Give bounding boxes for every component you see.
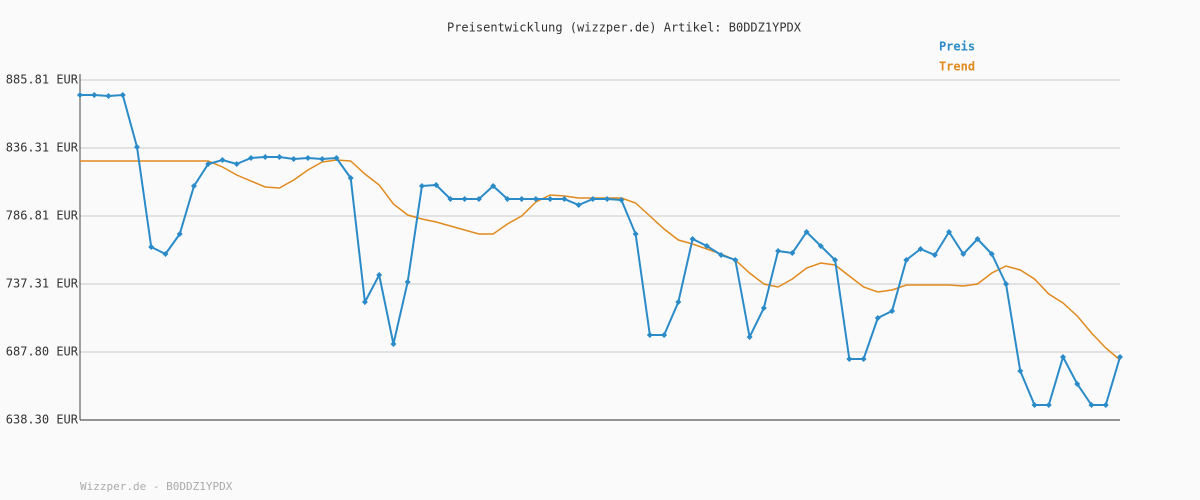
point-marker — [860, 355, 867, 362]
point-marker — [461, 196, 468, 203]
footer: Wizzper.de - B0DDZ1YPDX — [80, 480, 233, 493]
point-marker — [77, 92, 83, 99]
point-marker — [789, 250, 796, 257]
point-marker — [575, 202, 582, 209]
point-marker — [504, 196, 511, 203]
point-marker — [874, 315, 881, 322]
point-marker — [689, 236, 696, 243]
point-marker — [276, 153, 283, 160]
point-marker — [148, 243, 155, 250]
point-marker — [1017, 368, 1024, 375]
point-marker — [974, 236, 981, 243]
point-marker — [219, 157, 226, 164]
point-marker — [917, 246, 924, 253]
point-marker — [889, 307, 896, 314]
point-marker — [333, 154, 340, 161]
point-marker — [361, 299, 368, 306]
point-marker — [490, 182, 497, 189]
point-marker — [817, 242, 824, 249]
point-marker — [775, 247, 782, 254]
point-marker — [703, 242, 710, 249]
point-marker — [746, 334, 753, 341]
point-marker — [946, 228, 953, 235]
point-marker — [661, 331, 668, 338]
point-marker — [1003, 281, 1010, 288]
point-marker — [233, 161, 240, 168]
point-marker — [532, 196, 539, 203]
legend-label: Trend — [939, 60, 975, 74]
point-marker — [618, 197, 625, 204]
point-marker — [262, 153, 269, 160]
y-tick-label: 638.30 EUR — [6, 413, 79, 427]
point-marker — [632, 231, 639, 238]
point-marker — [1045, 401, 1052, 408]
point-marker — [162, 251, 169, 258]
point-marker — [988, 251, 995, 258]
point-marker — [1117, 354, 1123, 361]
point-marker — [133, 143, 140, 150]
point-marker — [91, 92, 98, 99]
series-line — [80, 159, 1121, 361]
point-marker — [518, 196, 525, 203]
point-marker — [760, 305, 767, 312]
point-marker — [1074, 380, 1081, 387]
y-tick-label: 885.81 EUR — [6, 73, 79, 87]
point-marker — [176, 231, 183, 238]
point-marker — [119, 92, 126, 99]
point-marker — [561, 196, 568, 203]
point-marker — [931, 251, 938, 258]
point-marker — [832, 256, 839, 263]
point-marker — [718, 251, 725, 258]
point-marker — [475, 196, 482, 203]
y-tick-label: 836.31 EUR — [6, 140, 79, 154]
point-marker — [347, 174, 354, 181]
point-marker — [846, 355, 853, 362]
point-marker — [960, 251, 967, 258]
point-marker — [319, 156, 326, 163]
point-marker — [604, 196, 611, 203]
point-marker — [803, 228, 810, 235]
point-marker — [418, 182, 425, 189]
point-marker — [589, 196, 596, 203]
chart-title: Preisentwicklung (wizzper.de) Artikel: B… — [447, 21, 802, 35]
point-marker — [732, 256, 739, 263]
y-tick-label: 687.80 EUR — [6, 345, 79, 359]
point-marker — [190, 182, 197, 189]
point-marker — [290, 156, 297, 163]
point-marker — [433, 182, 440, 189]
point-marker — [1060, 354, 1067, 361]
point-marker — [646, 331, 653, 338]
point-marker — [205, 161, 212, 168]
point-marker — [447, 196, 454, 203]
point-marker — [1088, 401, 1095, 408]
point-marker — [404, 278, 411, 285]
y-tick-label: 786.81 EUR — [6, 208, 79, 222]
point-marker — [1031, 401, 1038, 408]
point-marker — [376, 271, 383, 278]
point-marker — [547, 196, 554, 203]
legend-label: Preis — [939, 40, 975, 54]
point-marker — [247, 154, 254, 161]
point-marker — [903, 256, 910, 263]
point-marker — [675, 299, 682, 306]
point-marker — [304, 154, 311, 161]
point-marker — [1102, 401, 1109, 408]
y-tick-label: 737.31 EUR — [6, 276, 79, 290]
point-marker — [390, 340, 397, 347]
point-marker — [105, 93, 112, 100]
